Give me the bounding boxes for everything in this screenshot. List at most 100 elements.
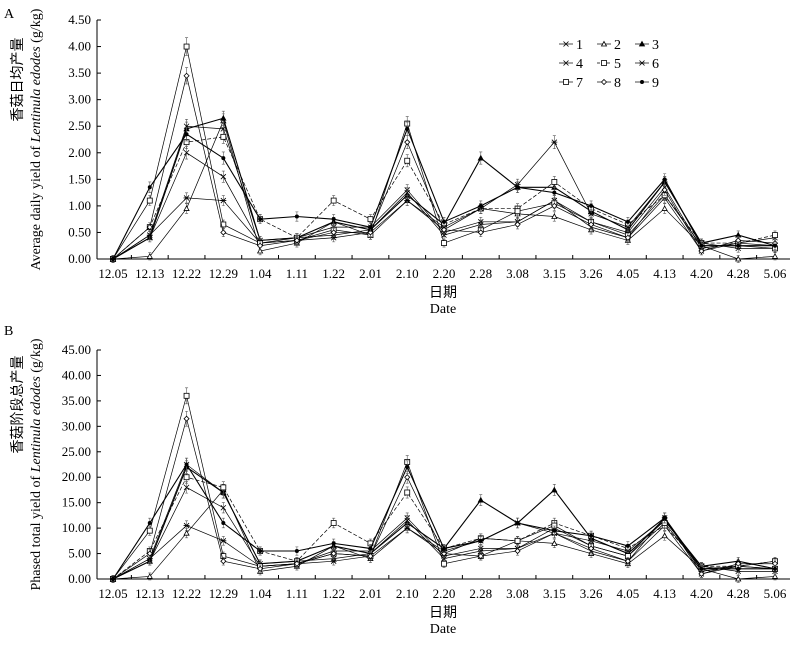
y-tick-label: 10.00 bbox=[62, 520, 91, 535]
data-point bbox=[735, 575, 742, 582]
data-point bbox=[183, 123, 190, 130]
y-tick-label: 0.00 bbox=[68, 251, 91, 266]
y-tick-label: 30.00 bbox=[62, 418, 91, 433]
data-point bbox=[220, 504, 227, 511]
x-tick-label: 12.13 bbox=[135, 266, 164, 281]
data-point bbox=[478, 538, 483, 543]
data-point bbox=[183, 529, 190, 536]
y-axis-label-unit: (g/kg) bbox=[29, 8, 44, 46]
x-tick-label: 3.15 bbox=[543, 586, 566, 601]
data-point bbox=[367, 553, 374, 560]
data-point bbox=[368, 546, 373, 551]
data-point bbox=[624, 234, 631, 241]
data-point bbox=[220, 229, 227, 236]
y-tick-label: 2.50 bbox=[68, 118, 91, 133]
data-point bbox=[111, 577, 116, 582]
y-tick-label: 15.00 bbox=[62, 495, 91, 510]
data-point bbox=[441, 240, 447, 246]
y-tick-label: 45.00 bbox=[62, 342, 91, 357]
data-point bbox=[551, 486, 558, 493]
data-point bbox=[773, 566, 778, 571]
data-point bbox=[662, 515, 667, 520]
data-point bbox=[220, 484, 227, 491]
y-axis-label-cn: 香菇阶段总产量 bbox=[10, 356, 26, 454]
data-point bbox=[589, 203, 594, 208]
legend-label: 8 bbox=[614, 76, 621, 91]
series-8 bbox=[109, 410, 779, 583]
y-tick-label: 2.00 bbox=[68, 145, 91, 160]
data-point bbox=[773, 243, 778, 248]
y-tick-label: 0.00 bbox=[68, 571, 91, 586]
data-point bbox=[478, 203, 483, 208]
data-point bbox=[330, 550, 337, 557]
x-tick-label: 4.28 bbox=[727, 266, 750, 281]
data-point bbox=[257, 565, 264, 572]
data-point bbox=[514, 547, 521, 555]
y-axis-label-species: Lentinula edodes bbox=[29, 46, 44, 144]
data-point bbox=[184, 462, 189, 467]
y-axis-label-en: Phased total yield of Lentinula edodes (… bbox=[29, 338, 44, 590]
data-point bbox=[404, 517, 411, 524]
x-tick-label: 3.26 bbox=[580, 266, 603, 281]
y-tick-label: 0.50 bbox=[68, 224, 91, 239]
x-tick-label: 3.08 bbox=[506, 586, 529, 601]
data-point bbox=[293, 560, 300, 567]
x-tick-label: 4.28 bbox=[727, 586, 750, 601]
data-point bbox=[220, 221, 227, 228]
x-tick-label: 12.22 bbox=[172, 586, 201, 601]
y-tick-label: 4.50 bbox=[68, 12, 91, 27]
data-point bbox=[404, 157, 411, 164]
legend-label: 3 bbox=[652, 38, 659, 53]
x-tick-label: 4.13 bbox=[653, 266, 676, 281]
data-point bbox=[477, 553, 484, 560]
series-9 bbox=[111, 121, 778, 263]
data-point bbox=[661, 186, 668, 194]
y-tick-label: 1.50 bbox=[68, 171, 91, 186]
data-point bbox=[220, 114, 227, 121]
x-tick-label: 1.22 bbox=[322, 266, 345, 281]
data-point bbox=[221, 156, 226, 161]
data-point bbox=[625, 219, 630, 224]
data-point bbox=[736, 566, 741, 571]
legend-marker bbox=[600, 78, 608, 86]
data-point bbox=[294, 549, 299, 554]
data-point bbox=[551, 213, 558, 219]
data-point bbox=[183, 149, 190, 156]
x-tick-label: 4.05 bbox=[617, 586, 640, 601]
data-point bbox=[441, 546, 446, 551]
legend: 1 2 3 4 5 6 7 8 9 bbox=[559, 38, 659, 91]
x-axis-label-en: Date bbox=[430, 622, 456, 637]
y-tick-label: 3.50 bbox=[68, 65, 91, 80]
y-tick-label: 1.00 bbox=[68, 198, 91, 213]
legend-label: 2 bbox=[614, 38, 621, 53]
data-point bbox=[441, 560, 447, 567]
y-axis-label-species: Lentinula edodes bbox=[29, 376, 44, 474]
x-tick-label: 12.29 bbox=[209, 266, 238, 281]
legend-marker bbox=[600, 40, 608, 47]
x-tick-label: 4.20 bbox=[690, 586, 713, 601]
x-tick-label: 1.22 bbox=[322, 586, 345, 601]
y-tick-label: 3.00 bbox=[68, 92, 91, 107]
data-point bbox=[515, 521, 520, 526]
data-point bbox=[330, 234, 337, 241]
data-point bbox=[771, 573, 779, 579]
legend-label: 9 bbox=[652, 76, 659, 91]
data-point bbox=[183, 43, 190, 50]
data-point bbox=[477, 221, 484, 228]
data-point bbox=[147, 185, 152, 190]
data-point bbox=[551, 139, 558, 145]
data-point bbox=[146, 224, 153, 231]
y-axis-label-text: Average daily yield of bbox=[29, 142, 44, 270]
data-point bbox=[111, 256, 116, 261]
data-point bbox=[220, 173, 227, 180]
panel-label-b: B bbox=[4, 324, 13, 339]
data-point bbox=[220, 558, 227, 565]
x-tick-label: 2.10 bbox=[396, 266, 419, 281]
y-tick-label: 25.00 bbox=[62, 444, 91, 459]
x-tick-label: 2.28 bbox=[469, 266, 492, 281]
data-point bbox=[552, 528, 557, 533]
data-point bbox=[514, 537, 521, 544]
data-point bbox=[257, 242, 264, 249]
legend-marker bbox=[563, 79, 569, 85]
data-point bbox=[367, 229, 374, 236]
